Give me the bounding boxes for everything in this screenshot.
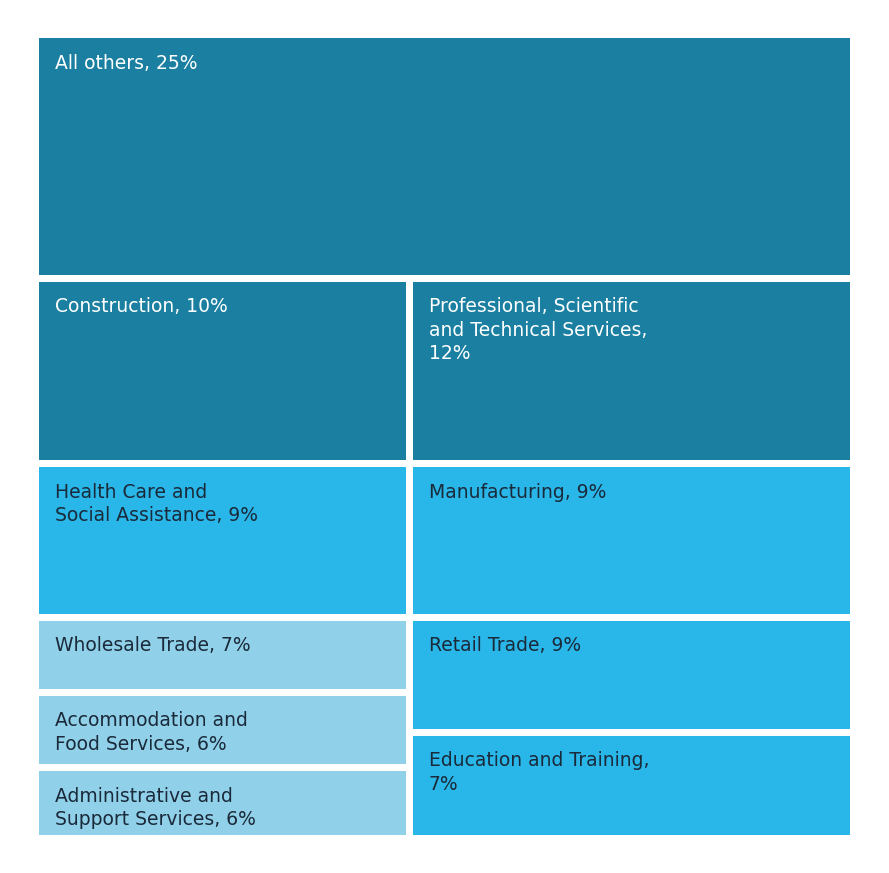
Bar (412, 736, 850, 835)
Text: Health Care and
Social Assistance, 9%: Health Care and Social Assistance, 9% (55, 483, 258, 526)
Text: All others, 25%: All others, 25% (55, 54, 197, 73)
Bar (39, 281, 406, 460)
Bar (39, 467, 406, 614)
Bar (39, 38, 850, 275)
Text: Administrative and
Support Services, 6%: Administrative and Support Services, 6% (55, 787, 256, 829)
Bar (39, 621, 406, 689)
Bar (39, 696, 406, 764)
Bar (412, 467, 850, 614)
Text: Manufacturing, 9%: Manufacturing, 9% (428, 483, 606, 502)
Text: Retail Trade, 9%: Retail Trade, 9% (428, 636, 581, 656)
Text: Professional, Scientific
and Technical Services,
12%: Professional, Scientific and Technical S… (428, 297, 647, 363)
Text: Construction, 10%: Construction, 10% (55, 297, 228, 316)
Bar (412, 281, 850, 460)
Text: Education and Training,
7%: Education and Training, 7% (428, 752, 649, 794)
Bar (39, 771, 406, 835)
Text: Wholesale Trade, 7%: Wholesale Trade, 7% (55, 636, 251, 656)
Bar (412, 621, 850, 729)
Text: Accommodation and
Food Services, 6%: Accommodation and Food Services, 6% (55, 711, 248, 754)
